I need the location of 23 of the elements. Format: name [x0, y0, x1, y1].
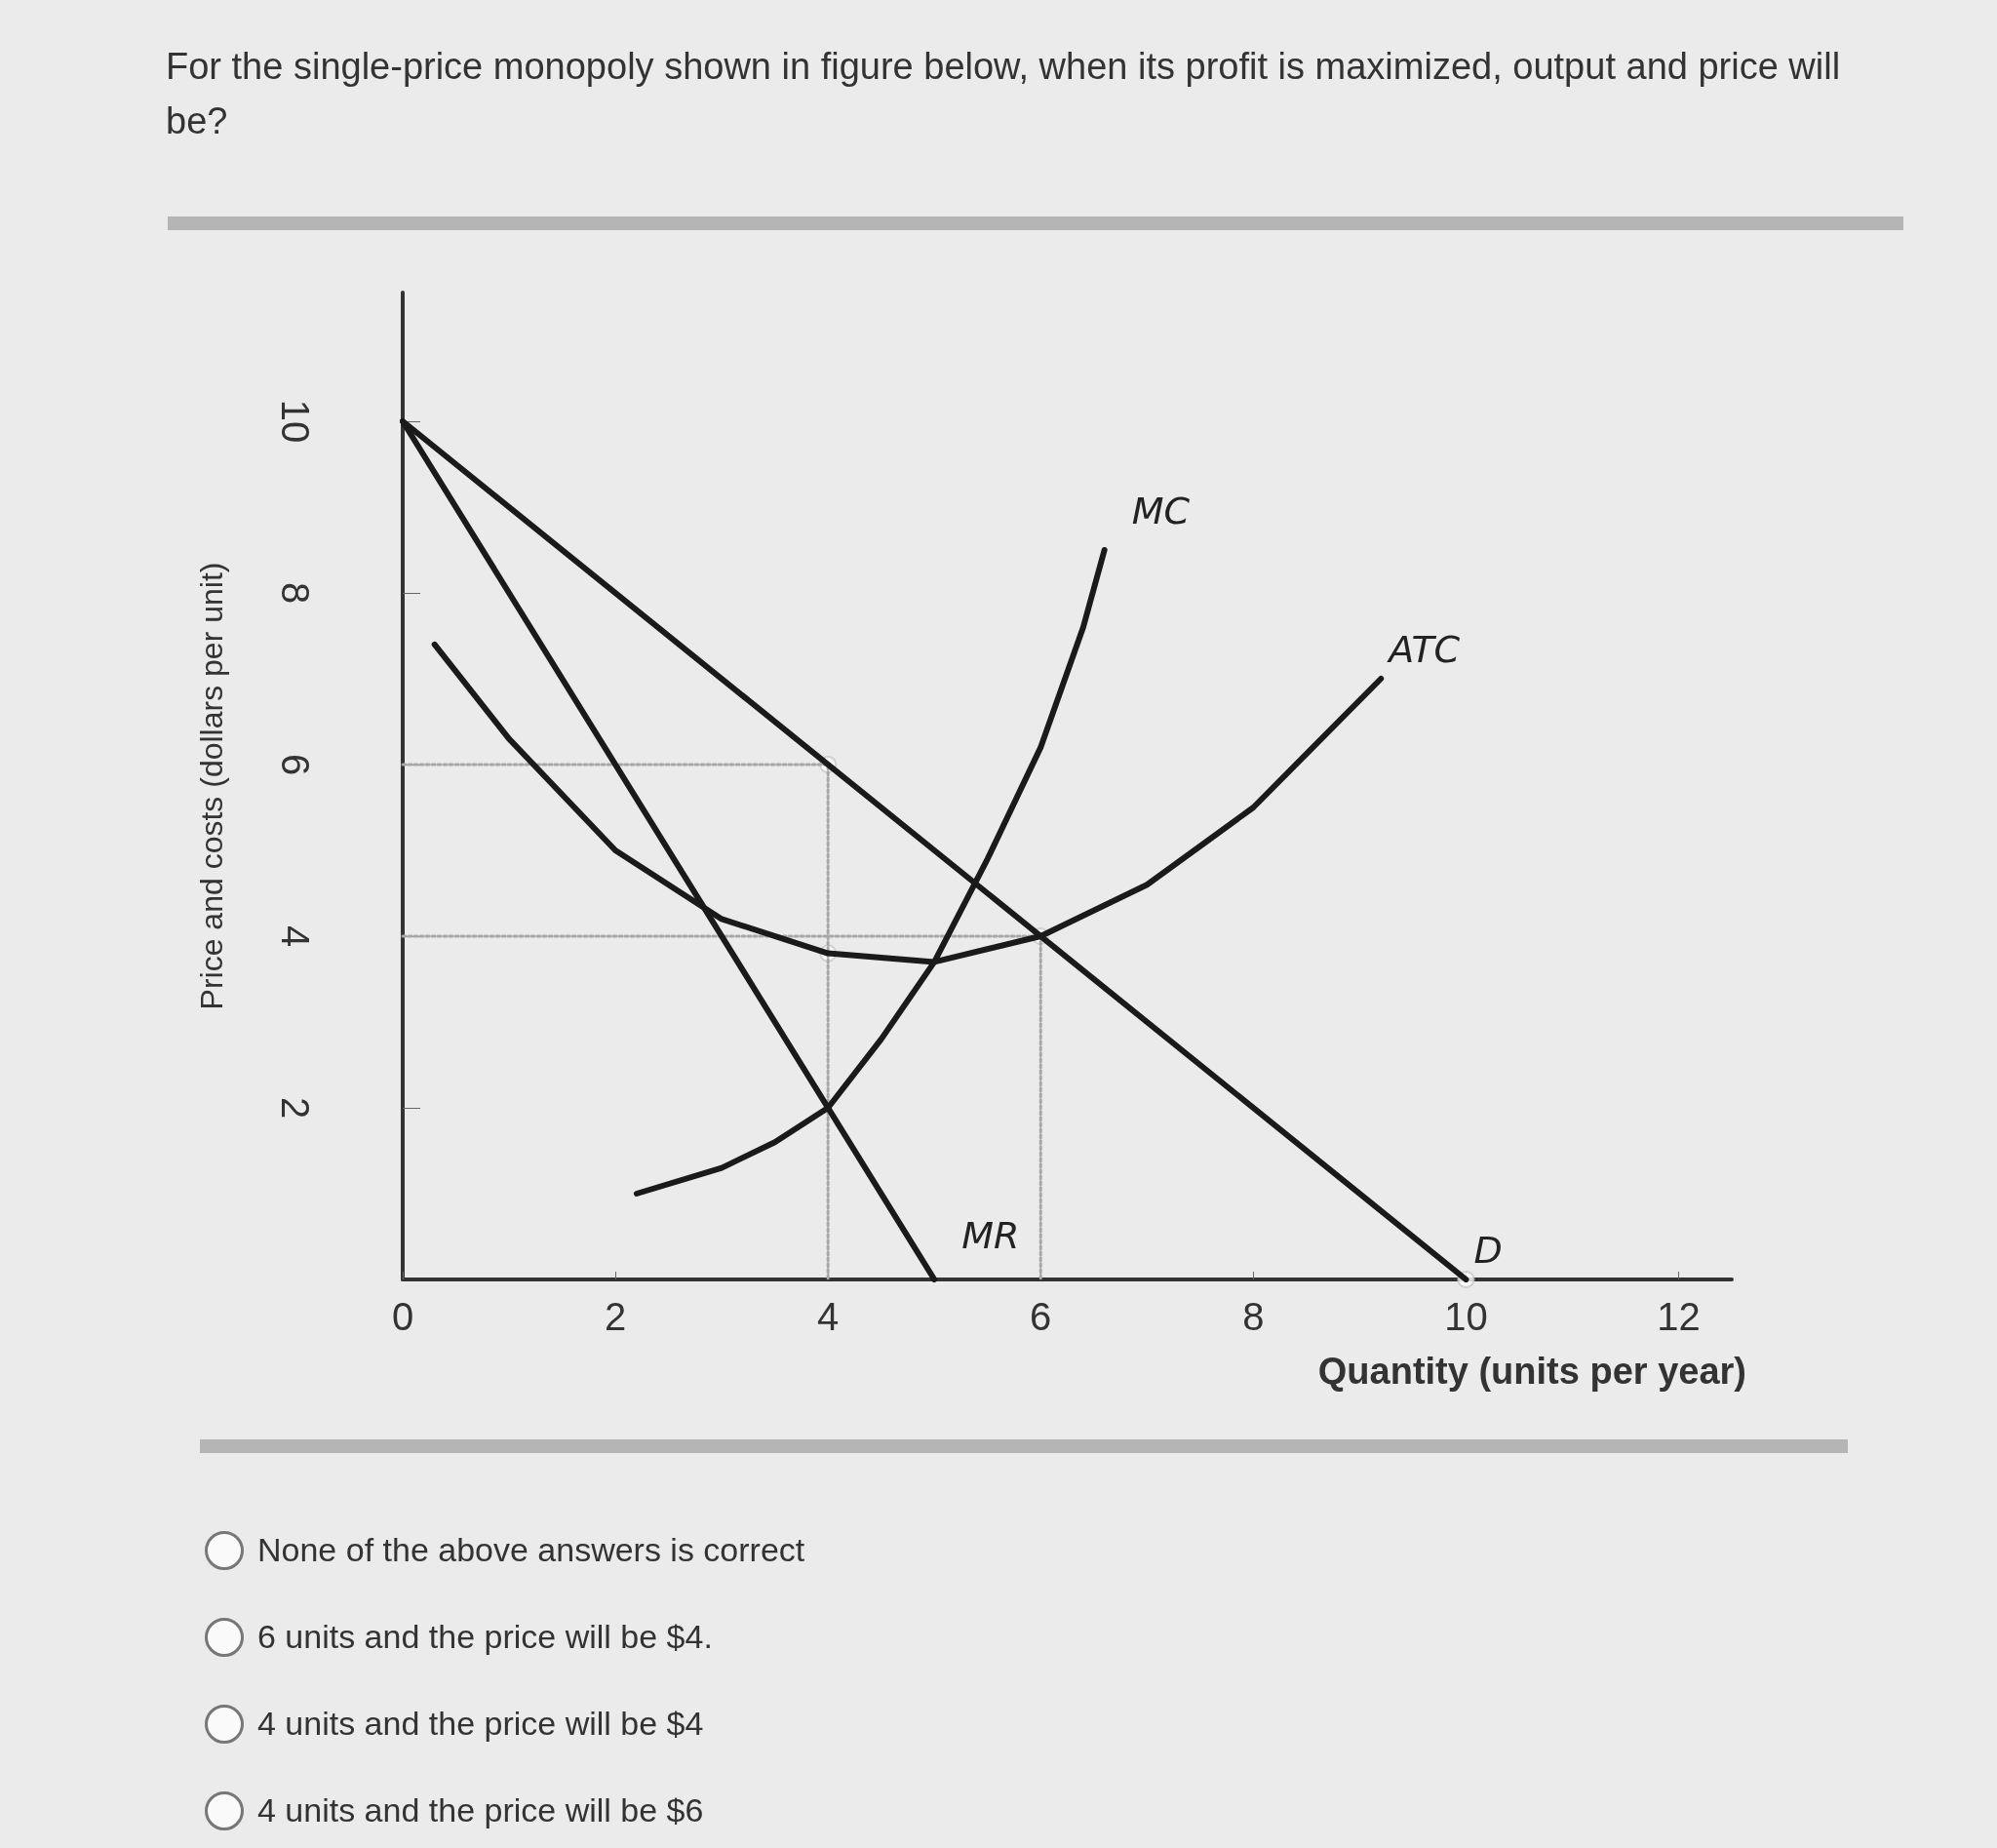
text: 4 units and the price will be $6 [257, 1791, 704, 1829]
series-label: D [1473, 1229, 1503, 1272]
chart-title: For the single-price monopoly shown in figure below, when its profit is maximized, output and price will be? [166, 45, 1842, 143]
x-tick-label: 0 [391, 1295, 414, 1338]
text: 4 units and the price will be $4 [257, 1705, 704, 1743]
series-label: ATC [1386, 628, 1461, 671]
text: None of the above answers is correct [257, 1531, 805, 1569]
x-tick-label: 8 [1242, 1295, 1265, 1338]
y-axis-title: Price and costs (dollars per unit) [194, 562, 229, 1010]
series-label: MC [1131, 490, 1191, 532]
x-tick-label: 2 [604, 1295, 627, 1338]
series-label: MR [961, 1214, 1020, 1257]
y-tick-label: 10 [274, 399, 317, 444]
x-tick-label: 10 [1444, 1295, 1488, 1338]
x-tick-label: 12 [1657, 1295, 1701, 1338]
text: 6 units and the price will be $4. [257, 1618, 713, 1656]
x-tick-label: 6 [1030, 1295, 1052, 1338]
y-tick-label: 4 [274, 924, 317, 948]
y-tick-label: 8 [274, 581, 317, 605]
y-tick-label: 2 [274, 1096, 317, 1120]
x-axis-title: Quantity (units per year) [1317, 1351, 1746, 1392]
y-tick-label: 6 [274, 753, 317, 776]
x-tick-label: 4 [817, 1295, 840, 1338]
